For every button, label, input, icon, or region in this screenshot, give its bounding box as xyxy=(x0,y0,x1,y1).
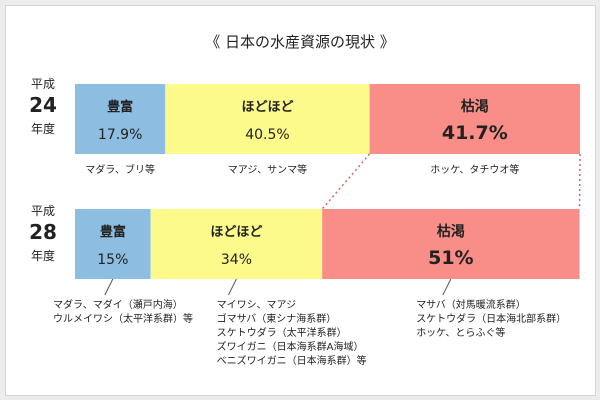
category-suffix-label: 年度 xyxy=(31,121,55,136)
annotation-text: ウルメイワシ（太平洋系群）等 xyxy=(53,312,193,325)
segment-value-label: 40.5% xyxy=(245,127,289,143)
category-year-label: 24 xyxy=(29,93,57,117)
annotation-text: ゴマサバ（東シナ海系群） xyxy=(217,312,337,325)
annotation-leader-line xyxy=(227,278,237,296)
annotation-text: マアジ、サンマ等 xyxy=(228,163,307,176)
bar-segment-moderate xyxy=(165,84,370,154)
annotation-text: マサバ（対馬暖流系群） xyxy=(416,298,526,311)
bar-segment-moderate xyxy=(150,209,323,279)
segment-name-label: ほどほど xyxy=(210,225,262,240)
connector-line-right xyxy=(578,153,581,210)
bar-segment-rich xyxy=(75,209,151,279)
annotation-text: マイワシ、マアジ xyxy=(217,300,296,311)
annotation-text: マダラ、マダイ（瀬戸内海） xyxy=(53,298,183,311)
annotation-text: スケトウダラ（日本海北部系群） xyxy=(416,312,566,325)
connector-line-left xyxy=(321,153,371,210)
stacked-bar-chart: 《 日本の水産資源の現状 》平成24年度豊富17.9%ほどほど40.5%枯渇41… xyxy=(29,33,581,367)
category-year-label: 28 xyxy=(29,220,57,244)
segment-name-label: 枯渇 xyxy=(461,98,489,115)
segment-name-label: 枯渇 xyxy=(437,223,465,240)
segment-name-label: ほどほど xyxy=(241,100,293,115)
segment-value-label: 34% xyxy=(221,252,252,268)
chart-title: 《 日本の水産資源の現状 》 xyxy=(205,33,395,51)
category-era-label: 平成 xyxy=(31,77,55,91)
segment-value-label: 51% xyxy=(428,247,473,269)
annotation-text: ベニズワイガニ（日本海系群）等 xyxy=(217,354,367,367)
annotation-text: マダラ、ブリ等 xyxy=(85,163,155,176)
segment-value-label: 41.7% xyxy=(442,122,508,144)
chart-card: 《 日本の水産資源の現状 》平成 24 年度 豊富 17.9% ほどほど 40.5% 枯渇 41… xyxy=(5,5,596,396)
segment-value-label: 15% xyxy=(97,252,128,268)
segment-name-label: 豊富 xyxy=(107,99,133,115)
annotation-text: ホッケ、とらふぐ等 xyxy=(416,326,505,339)
segment-name-label: 豊富 xyxy=(100,224,126,240)
bar-segment-depleted xyxy=(369,84,580,154)
bar-segment-depleted xyxy=(322,209,580,279)
annotation-text: ズワイガニ（日本海系群A海域） xyxy=(217,340,364,353)
category-suffix-label: 年度 xyxy=(31,248,55,263)
annotation-leader-line xyxy=(442,278,452,296)
annotation-text: スケトウダラ（太平洋系群） xyxy=(217,326,347,339)
annotation-leader-line xyxy=(104,278,114,296)
category-era-label: 平成 xyxy=(31,204,55,218)
annotation-text: ホッケ、タチウオ等 xyxy=(430,163,519,176)
segment-value-label: 17.9% xyxy=(98,127,142,143)
bar-segment-rich xyxy=(75,84,166,154)
